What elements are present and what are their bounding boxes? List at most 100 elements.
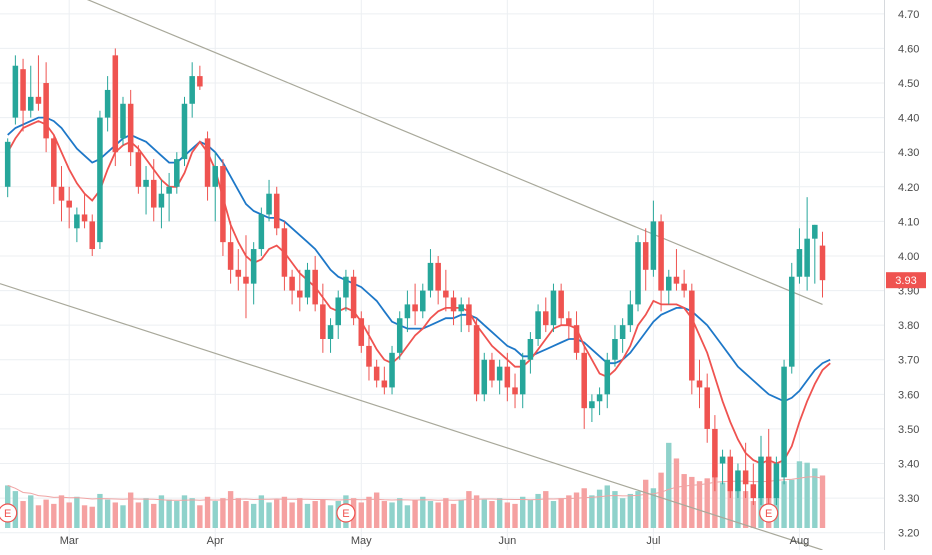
price-tick-label: 4.20 [898, 182, 919, 194]
candle-body [4, 141, 11, 187]
price-tick-label: 3.80 [898, 320, 919, 332]
candle-body [612, 338, 618, 360]
volume-bar [28, 495, 34, 528]
candle-body [35, 96, 42, 104]
candle-body [427, 262, 434, 291]
time-axis[interactable]: Mar Apr May Jun Jul Aug [60, 535, 810, 547]
volume-bar [289, 502, 295, 528]
volume-bar [550, 501, 557, 528]
volume-bar [127, 492, 134, 528]
candle-body [627, 304, 634, 326]
candle-body [819, 245, 826, 281]
volume-bar [397, 498, 403, 528]
candle-body [535, 311, 541, 339]
volume-bar [204, 496, 211, 528]
price-tick-label: 4.50 [898, 78, 919, 90]
candlesticks [4, 48, 826, 506]
volume-bar [696, 481, 703, 528]
candle-body [689, 290, 695, 381]
volume-bar [358, 502, 364, 528]
volume-bar [535, 493, 541, 528]
price-tick-label: 4.00 [898, 251, 919, 263]
price-axis[interactable]: 4.70 4.60 4.50 4.40 4.30 4.20 4.10 4.00 3.90 3.80… [884, 0, 920, 550]
volume-bar [804, 462, 810, 528]
volume-bar [819, 475, 826, 528]
volume-bar [666, 442, 672, 528]
candle-body [412, 304, 418, 312]
candle-body [197, 76, 203, 87]
candle-body [204, 138, 211, 187]
candle-body [312, 269, 318, 305]
volume-bar [520, 496, 526, 528]
volume-bar [458, 499, 464, 528]
price-tick-label: 4.10 [898, 216, 919, 228]
candle-body [258, 214, 265, 250]
candle-body [443, 290, 449, 298]
volume-bar [512, 503, 518, 528]
candle-body [704, 387, 710, 429]
candle-body [289, 276, 295, 291]
candle-body [27, 96, 34, 111]
volume-bar [381, 501, 388, 528]
last-price-badge [886, 272, 926, 289]
price-tick-label: 3.30 [898, 493, 919, 505]
volume-bar [74, 496, 80, 528]
candle-body [189, 76, 195, 104]
candle-body [635, 242, 641, 305]
volume-bar [435, 502, 441, 528]
candle-body [12, 65, 19, 118]
volume-bar [473, 495, 480, 528]
candle-body [51, 138, 57, 187]
volume-bar [558, 498, 564, 528]
volume-bar [704, 478, 710, 528]
candle-body [496, 366, 503, 381]
volume-bar [266, 502, 272, 528]
price-tick-label: 3.40 [898, 459, 919, 471]
price-tick-label: 4.30 [898, 147, 919, 159]
candle-body [650, 221, 657, 270]
candle-body [642, 242, 649, 270]
candle-body [127, 103, 134, 153]
volume-bar [496, 498, 503, 528]
candle-body [665, 276, 672, 291]
price-tick-label: 4.70 [898, 9, 919, 21]
volume-bar [781, 481, 787, 528]
volume-bars [4, 442, 826, 528]
volume-bar [504, 502, 511, 528]
volume-bar [43, 499, 49, 528]
candle-body [135, 152, 142, 187]
volume-bar [742, 491, 749, 528]
volume-bar [297, 498, 303, 528]
volume-bar [596, 489, 603, 528]
candle-body [389, 352, 395, 388]
time-tick-label: Mar [60, 535, 79, 547]
volume-bar [97, 493, 103, 528]
volume-bar [412, 499, 418, 528]
volume-bar [66, 502, 72, 528]
candle-body [158, 193, 165, 208]
candle-body [266, 193, 272, 215]
candle-body [174, 159, 180, 187]
volume-bar [481, 499, 487, 528]
candle-body [673, 276, 680, 284]
volume-bar [466, 491, 472, 528]
candle-body [719, 456, 726, 464]
candle-body [273, 193, 280, 229]
volume-bar [812, 468, 818, 528]
volume-bar [227, 491, 234, 528]
candle-body [773, 463, 780, 499]
earnings-marker-circle [0, 503, 18, 523]
volume-bar [735, 488, 741, 528]
volume-bar [189, 498, 195, 528]
candle-body [573, 325, 580, 353]
volume-bar [143, 498, 149, 528]
volume-bar [527, 499, 534, 528]
volume-bar [789, 479, 795, 528]
volume-bar [274, 499, 280, 528]
candle-body [89, 221, 96, 250]
volume-bar [151, 503, 157, 528]
price-tick-label: 4.40 [898, 113, 919, 125]
